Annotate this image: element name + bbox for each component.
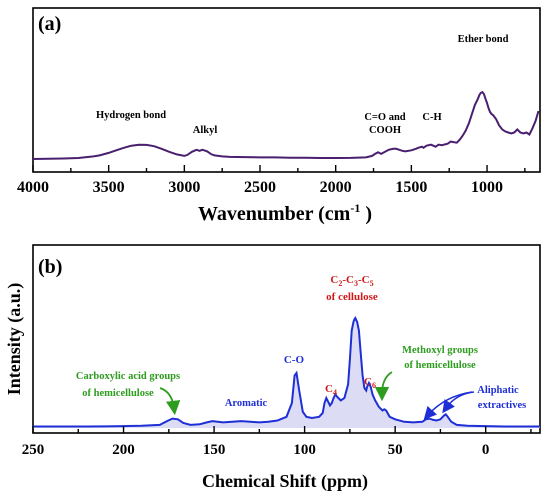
x-tick-label: 50: [388, 442, 403, 458]
panel-b-x-axis-label: Chemical Shift (ppm): [202, 471, 368, 492]
annotation-alkyl: Alkyl: [193, 125, 218, 136]
panel-b-y-axis-label: Intensity (a.u.): [4, 283, 25, 396]
x-tick-label: 2500: [244, 179, 276, 196]
x-tick-label: 250: [22, 442, 45, 458]
annotation-extractives: extractives: [478, 400, 526, 411]
annotation-c2-c3-c5-part-4: 3: [354, 279, 358, 288]
annotation-methoxyl-groups: Methoxyl groups: [402, 345, 478, 356]
annotation-c-o: C-O: [284, 354, 305, 366]
x-tick-label: 3500: [93, 179, 125, 196]
annotation-aliphatic: Aliphatic: [477, 385, 519, 396]
panel-a-x-ticks: 4000 3500 3000 2500 2000 1500 1000: [17, 165, 526, 196]
annotation-c4-sub: 4: [333, 388, 337, 397]
annotation-c2-c3-c5-part-2: 2: [338, 279, 342, 288]
x-tick-label: 3000: [168, 179, 200, 196]
panel-a-x-axis-label: Wavenumber (cm-1 ): [198, 201, 372, 225]
annotation-carboxylic-acid-groups: Carboxylic acid groups: [76, 371, 180, 382]
annotation-c4-main: C: [325, 383, 333, 395]
panel-a-x-axis-label-close: ): [360, 203, 372, 225]
annotation-c2-c3-c5-part-1: C: [330, 274, 338, 286]
arrow-methoxyl: [374, 371, 393, 402]
annotation-c-o-and: C=O and: [364, 112, 405, 123]
x-tick-label: 200: [112, 442, 135, 458]
panel-a-x-axis-label-main: Wavenumber (cm: [198, 203, 351, 225]
panel-a-label: (a): [38, 13, 61, 35]
annotation-c-h: C-H: [422, 112, 441, 123]
annotation-cooh: COOH: [369, 125, 401, 136]
annotation-of-cellulose: of cellulose: [326, 291, 378, 303]
x-tick-label: 1500: [395, 179, 427, 196]
panel-a-x-axis-label-sup: -1: [350, 201, 360, 215]
x-tick-label: 4000: [17, 179, 49, 196]
annotation-aromatic: Aromatic: [225, 398, 268, 409]
annotation-c2-c3-c5: C2-C3-C5: [330, 274, 373, 288]
x-tick-label: 1000: [471, 179, 503, 196]
panel-b: (b) 250 200 150 100 50 0 Carboxylic acid grou…: [4, 244, 541, 492]
panel-a: (a) 4000 3500 3000 2500 2000 1500 1000 Hydroge…: [17, 7, 541, 225]
panel-a-frame: [32, 7, 541, 173]
x-tick-label: 2000: [320, 179, 352, 196]
x-tick-label: 0: [482, 442, 490, 458]
annotation-c2-c3-c5-part-3: -C: [342, 274, 354, 286]
annotation-c6-main: C: [364, 376, 372, 388]
panel-b-x-ticks: 250 200 150 100 50 0: [22, 426, 532, 458]
annotation-hydrogen-bond: Hydrogen bond: [96, 110, 166, 121]
annotation-c6: C6: [364, 376, 376, 390]
annotation-carboxylic-of-hemicellulose: of hemicellulose: [82, 388, 154, 399]
arrow-aliphatic-2: [442, 391, 475, 414]
x-tick-label: 100: [293, 442, 316, 458]
annotation-c2-c3-c5-part-5: -C: [358, 274, 370, 286]
annotation-methoxyl-of-hemicellulose: of hemicellulose: [404, 360, 476, 371]
annotation-c6-sub: 6: [372, 381, 376, 390]
annotation-ether-bond: Ether bond: [458, 34, 509, 45]
arrow-carboxylic: [159, 387, 181, 416]
panel-a-spectrum-line: [32, 91, 540, 160]
panel-b-frame: [32, 244, 541, 434]
x-tick-label: 150: [203, 442, 226, 458]
annotation-c2-c3-c5-part-6: 5: [370, 279, 374, 288]
panel-b-label: (b): [38, 256, 62, 278]
annotation-c4: C4: [325, 383, 337, 397]
